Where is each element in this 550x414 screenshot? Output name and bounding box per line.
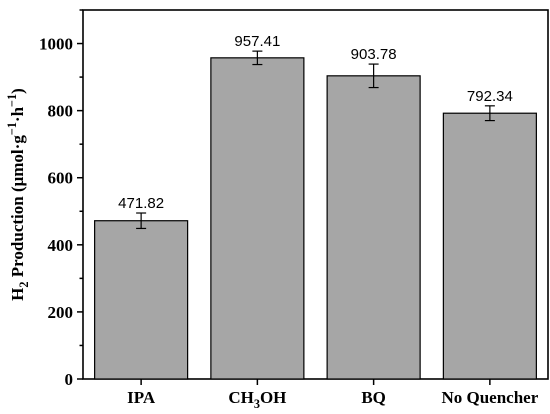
bar [442,112,537,380]
data-label: 471.82 [118,195,164,212]
x-tick-label: No Quencher [441,388,538,407]
plot-area: 0 200 400 600 800 1000 H2 Production (μmol·g−1… [5,9,549,411]
y-tick-label: 1000 [39,35,73,54]
data-label: 957.41 [234,33,280,50]
plot-frame [82,9,549,380]
y-axis-title: H2 Production (μmol·g−1·h−1) [5,88,31,301]
x-tick-label: CH3OH [228,388,286,411]
data-label: 903.78 [351,46,397,63]
x-tick-label: BQ [361,388,386,407]
y-tick-label: 600 [48,169,74,188]
bar [326,75,421,380]
data-label: 792.34 [467,88,513,105]
bar [94,220,189,380]
y-tick-label: 800 [48,102,74,121]
bar [210,57,305,380]
x-tick-label: IPA [127,388,156,407]
y-tick-label: 0 [65,370,74,389]
y-tick-label: 400 [48,236,74,255]
y-tick-label: 200 [48,303,74,322]
